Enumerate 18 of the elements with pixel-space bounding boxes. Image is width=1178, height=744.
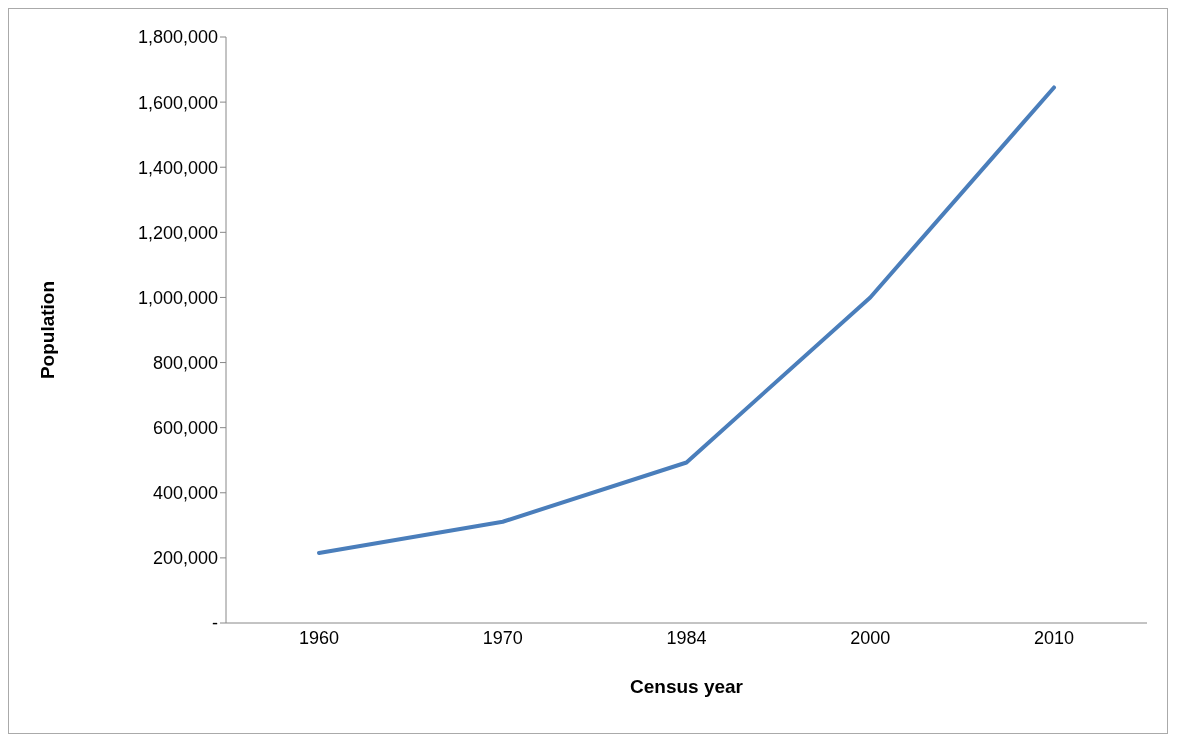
y-tick-label: 400,000	[152, 483, 218, 504]
y-tick-label: 600,000	[152, 418, 218, 439]
line-series	[317, 85, 1056, 556]
x-tick-label: 1970	[482, 627, 523, 648]
x-tick-label: 2010	[1033, 627, 1075, 648]
y-tick-label: 800,000	[152, 352, 218, 373]
y-tick-label: 1,600,000	[137, 92, 218, 113]
x-tick-label: 1960	[298, 627, 340, 648]
x-axis-title: Census year	[629, 676, 744, 697]
y-tick-label: 1,800,000	[137, 27, 218, 48]
x-tick-label: 1984	[666, 627, 707, 648]
y-tick-label: 1,200,000	[137, 222, 218, 243]
y-axis-title: Population	[36, 280, 58, 380]
y-tick-label: 1,400,000	[137, 157, 218, 178]
x-tick-label: 2000	[850, 627, 891, 648]
y-tick-label: -	[212, 613, 218, 634]
y-tick-label: 200,000	[152, 548, 218, 569]
y-tick-label: 1,000,000	[137, 287, 218, 308]
